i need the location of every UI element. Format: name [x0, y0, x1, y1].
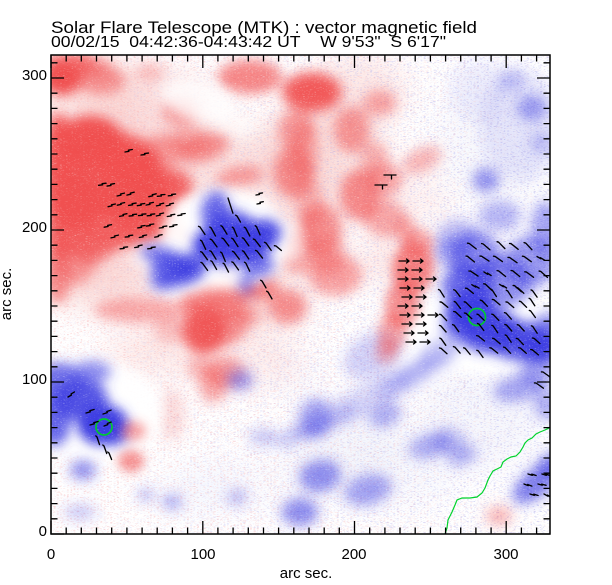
svg-text:0: 0 — [47, 546, 55, 563]
svg-text:200: 200 — [341, 546, 366, 563]
svg-text:arc sec.: arc sec. — [0, 268, 15, 321]
svg-text:300: 300 — [22, 67, 47, 84]
svg-text:arc sec.: arc sec. — [280, 565, 333, 582]
svg-text:0: 0 — [39, 523, 47, 540]
svg-text:Solar Flare Telescope (MTK) :: Solar Flare Telescope (MTK) : vector mag… — [51, 18, 477, 37]
svg-text:100: 100 — [190, 546, 215, 563]
svg-text:00/02/15 04:42:36-04:43:42 UT: 00/02/15 04:42:36-04:43:42 UT W 9'53" S … — [51, 34, 446, 51]
svg-text:200: 200 — [22, 219, 47, 236]
svg-text:100: 100 — [22, 371, 47, 388]
svg-text:300: 300 — [493, 546, 518, 563]
